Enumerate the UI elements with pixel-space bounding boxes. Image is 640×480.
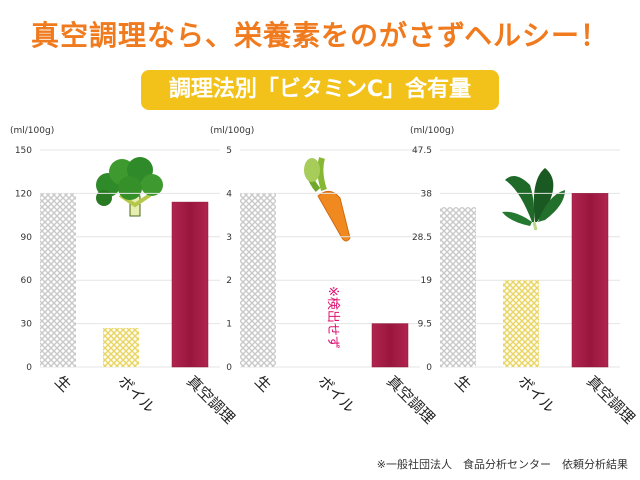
y-tick-label: 0 [426,363,432,373]
page-title: 真空調理なら、栄養素をのがさずヘルシー！ [30,19,610,52]
y-tick-label: 5 [226,146,232,156]
y-tick-label: 28.5 [412,233,432,243]
source-note: ※一般社団法人 食品分析センター 依頼分析結果 [376,458,628,471]
y-tick-label: 19 [421,276,433,286]
y-tick-label: 60 [21,276,33,286]
y-tick-label: 38 [421,189,433,199]
bar-vacuum [571,193,609,368]
y-tick-label: 1 [226,320,232,330]
carrot-icon [304,157,351,242]
unit-label: (ml/100g) [210,126,254,136]
y-tick-label: 3 [226,233,232,243]
y-tick-label: 30 [21,320,33,330]
unit-label: (ml/100g) [10,126,54,136]
y-tick-label: 2 [226,276,232,286]
y-tick-label: 120 [15,189,32,199]
y-tick-label: 0 [226,363,232,373]
bar-vacuum [371,323,409,368]
broccoli-icon [96,157,163,217]
unit-label: (ml/100g) [410,126,454,136]
bar-raw [440,207,476,367]
x-tick-label: 生 [51,372,74,395]
x-tick-label: ボイル [514,372,559,417]
y-tick-label: 90 [21,233,33,243]
x-tick-label: 生 [251,372,274,395]
x-tick-label: 真空調理 [583,372,638,427]
bar-vacuum [171,201,209,368]
x-tick-label: 真空調理 [383,372,438,427]
bar-boil [503,280,539,367]
bar-raw [40,193,76,367]
x-tick-label: ボイル [114,372,159,417]
spinach-icon [502,168,565,231]
x-tick-label: 生 [451,372,474,395]
y-tick-label: 9.5 [418,320,432,330]
bar-raw [240,193,276,367]
bar-boil [103,327,139,367]
y-tick-label: 4 [226,189,232,199]
y-tick-label: 0 [26,363,32,373]
not-detected-note: ※検出せず [325,286,340,349]
y-tick-label: 47.5 [412,146,432,156]
x-tick-label: ボイル [314,372,359,417]
chart-subtitle: 調理法別「ビタミンC」含有量 [141,70,499,110]
x-tick-label: 真空調理 [183,372,238,427]
y-tick-label: 150 [15,146,32,156]
